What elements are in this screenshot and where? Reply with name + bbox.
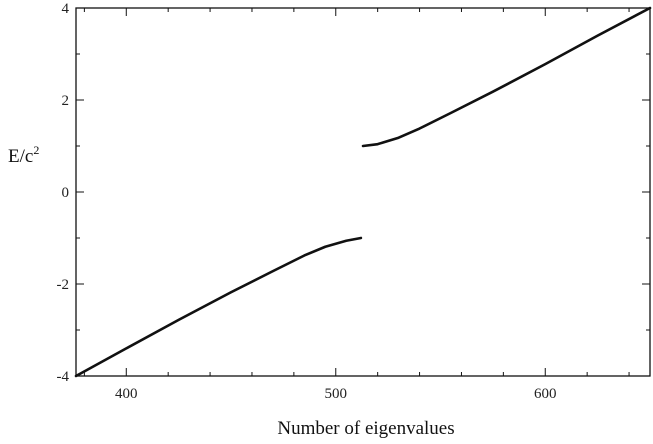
axis-labels: 400 500 600 4 2 0 -2 -4: [57, 1, 557, 402]
y-tick-label: 2: [62, 93, 70, 109]
y-tick-label: -2: [57, 277, 70, 293]
y-axis-title: E/c2: [8, 143, 39, 167]
y-tick-label: 0: [62, 185, 70, 201]
x-tick-label: 400: [115, 386, 138, 402]
plot-area: [74, 6, 652, 378]
x-axis-title: Number of eigenvalues: [277, 418, 454, 439]
x-tick-label: 500: [325, 386, 348, 402]
y-axis-title-base: E/c: [8, 146, 33, 167]
y-tick-label: 4: [62, 1, 70, 17]
y-axis-title-superscript: 2: [33, 143, 39, 157]
y-tick-label: -4: [57, 369, 70, 385]
series-line-2: [361, 6, 652, 148]
series-line-1: [74, 236, 363, 378]
x-tick-label: 600: [534, 386, 557, 402]
axis-ticks: [76, 7, 650, 377]
plot-frame: [75, 7, 651, 377]
